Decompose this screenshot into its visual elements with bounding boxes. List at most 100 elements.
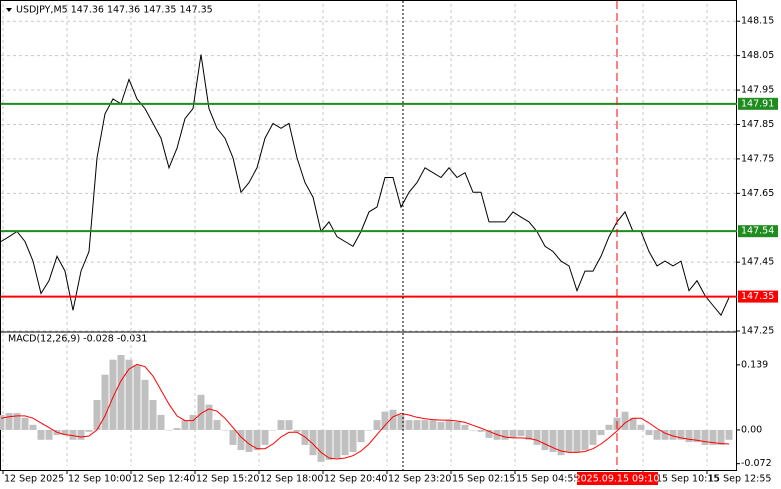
macd-histogram-bar <box>525 429 533 440</box>
y-tick-label: 0.00 <box>741 424 762 435</box>
macd-histogram-bar <box>557 429 565 456</box>
macd-histogram-bar <box>213 420 221 430</box>
macd-histogram-bar <box>645 429 653 436</box>
macd-histogram-bar <box>589 429 597 445</box>
macd-histogram-bar <box>581 429 589 451</box>
x-tick-label: 12 Sep 23:20 <box>388 474 451 485</box>
macd-histogram-bar <box>485 429 493 438</box>
macd-histogram-bar <box>189 414 197 430</box>
x-tick-label: 12 Sep 20:40 <box>324 474 387 485</box>
macd-histogram-bar <box>461 424 469 430</box>
x-tick-label: 15 Sep 10:15 <box>656 474 719 485</box>
macd-histogram-bar <box>317 429 325 462</box>
macd-histogram-bar <box>661 429 669 440</box>
macd-histogram-bar <box>309 429 317 456</box>
macd-histogram-bar <box>357 429 365 443</box>
macd-histogram-bar <box>109 359 117 430</box>
price-line <box>0 54 730 317</box>
y-tick-label: 147.95 <box>741 85 774 96</box>
macd-histogram-bar <box>501 429 509 440</box>
macd-histogram-bar <box>621 411 629 430</box>
macd-histogram-bar <box>45 429 53 440</box>
macd-histogram-bar <box>405 420 413 430</box>
x-tick-label: 15 Sep 04:55 <box>516 474 579 485</box>
macd-histogram-bar <box>181 420 189 430</box>
macd-histogram-bar <box>277 420 285 430</box>
y-tick-label: 147.75 <box>741 153 774 164</box>
y-tick-label: 148.15 <box>741 16 774 27</box>
macd-histogram-bar <box>709 429 717 445</box>
macd-histogram-bar <box>685 429 693 443</box>
y-tick-label: 147.25 <box>741 326 774 337</box>
macd-histogram-bar <box>437 421 445 430</box>
macd-histogram-bar <box>701 429 709 445</box>
macd-histogram-bar <box>469 429 477 431</box>
macd-histogram-bar <box>637 424 645 430</box>
macd-histogram-bar <box>261 429 269 445</box>
macd-histogram-bar <box>629 417 637 430</box>
y-tick-label: 147.65 <box>741 188 774 199</box>
x-tick-label: 12 Sep 10:00 <box>68 474 131 485</box>
level-label: 147.35 <box>741 291 774 302</box>
macd-histogram-bar <box>349 429 357 452</box>
macd-histogram-bar <box>541 429 549 451</box>
chart-title: USDJPY,M5 147.36 147.36 147.35 147.35 <box>16 5 213 16</box>
macd-histogram-bar <box>381 411 389 430</box>
macd-histogram-bar <box>173 428 181 430</box>
macd-histogram-bar <box>21 417 29 430</box>
macd-histogram-bar <box>245 429 253 452</box>
macd-histogram-bar <box>373 420 381 430</box>
macd-histogram-bar <box>453 421 461 430</box>
macd-histogram-bar <box>445 420 453 430</box>
macd-histogram-bar <box>549 429 557 452</box>
macd-histogram-bar <box>573 429 581 452</box>
macd-histogram-bar <box>421 420 429 430</box>
macd-histogram-bar <box>101 374 109 430</box>
macd-histogram-bar <box>125 359 133 430</box>
macd-histogram-bar <box>133 364 141 430</box>
macd-histogram-bar <box>533 429 541 445</box>
macd-histogram-bar <box>61 429 69 436</box>
macd-histogram-bar <box>85 429 93 432</box>
macd-histogram-bar <box>677 429 685 440</box>
macd-histogram-bar <box>333 429 341 459</box>
x-tick-label: 12 Sep 18:00 <box>260 474 323 485</box>
y-tick-label: 148.05 <box>741 50 774 61</box>
macd-histogram-bar <box>141 379 149 430</box>
level-label: 147.91 <box>741 98 774 109</box>
x-tick-label: 12 Sep 12:40 <box>132 474 195 485</box>
macd-histogram-bar <box>413 420 421 430</box>
macd-histogram-bar <box>77 429 85 440</box>
x-tick-label: 15 Sep 12:55 <box>708 474 771 485</box>
macd-histogram-bar <box>605 424 613 430</box>
macd-histogram-bar <box>0 414 5 430</box>
macd-histogram-bar <box>197 394 205 430</box>
symbol-marker <box>6 8 12 12</box>
level-label: 147.54 <box>741 226 774 237</box>
macd-histogram-bar <box>341 429 349 456</box>
macd-histogram-bar <box>5 413 13 430</box>
macd-histogram-bar <box>365 429 373 431</box>
macd-histogram-bar <box>717 429 725 445</box>
macd-histogram-bar <box>237 429 245 451</box>
macd-title: MACD(12,26,9) -0.028 -0.031 <box>8 334 147 345</box>
macd-histogram-bar <box>653 429 661 440</box>
macd-histogram-bar <box>149 399 157 430</box>
macd-histogram-bar <box>389 409 397 430</box>
x-tick-label: 12 Sep 2025 <box>4 474 64 485</box>
crosshair-time-label: 2025.09.15 09:10 <box>575 474 660 485</box>
x-tick-label: 12 Sep 15:20 <box>196 474 259 485</box>
macd-histogram-bar <box>597 429 605 436</box>
macd-histogram-bar <box>93 399 101 430</box>
macd-histogram-bar <box>693 429 701 443</box>
macd-histogram-bar <box>517 429 525 437</box>
macd-histogram-bar <box>13 413 21 430</box>
x-tick-label: 15 Sep 02:15 <box>452 474 515 485</box>
macd-histogram-bar <box>565 429 573 452</box>
macd-histogram-bar <box>669 429 677 440</box>
level-label-bg <box>738 290 778 303</box>
macd-histogram-bar <box>509 429 517 438</box>
macd-histogram-bar <box>477 429 485 432</box>
y-tick-label: 147.85 <box>741 119 774 130</box>
macd-histogram-bar <box>397 414 405 430</box>
